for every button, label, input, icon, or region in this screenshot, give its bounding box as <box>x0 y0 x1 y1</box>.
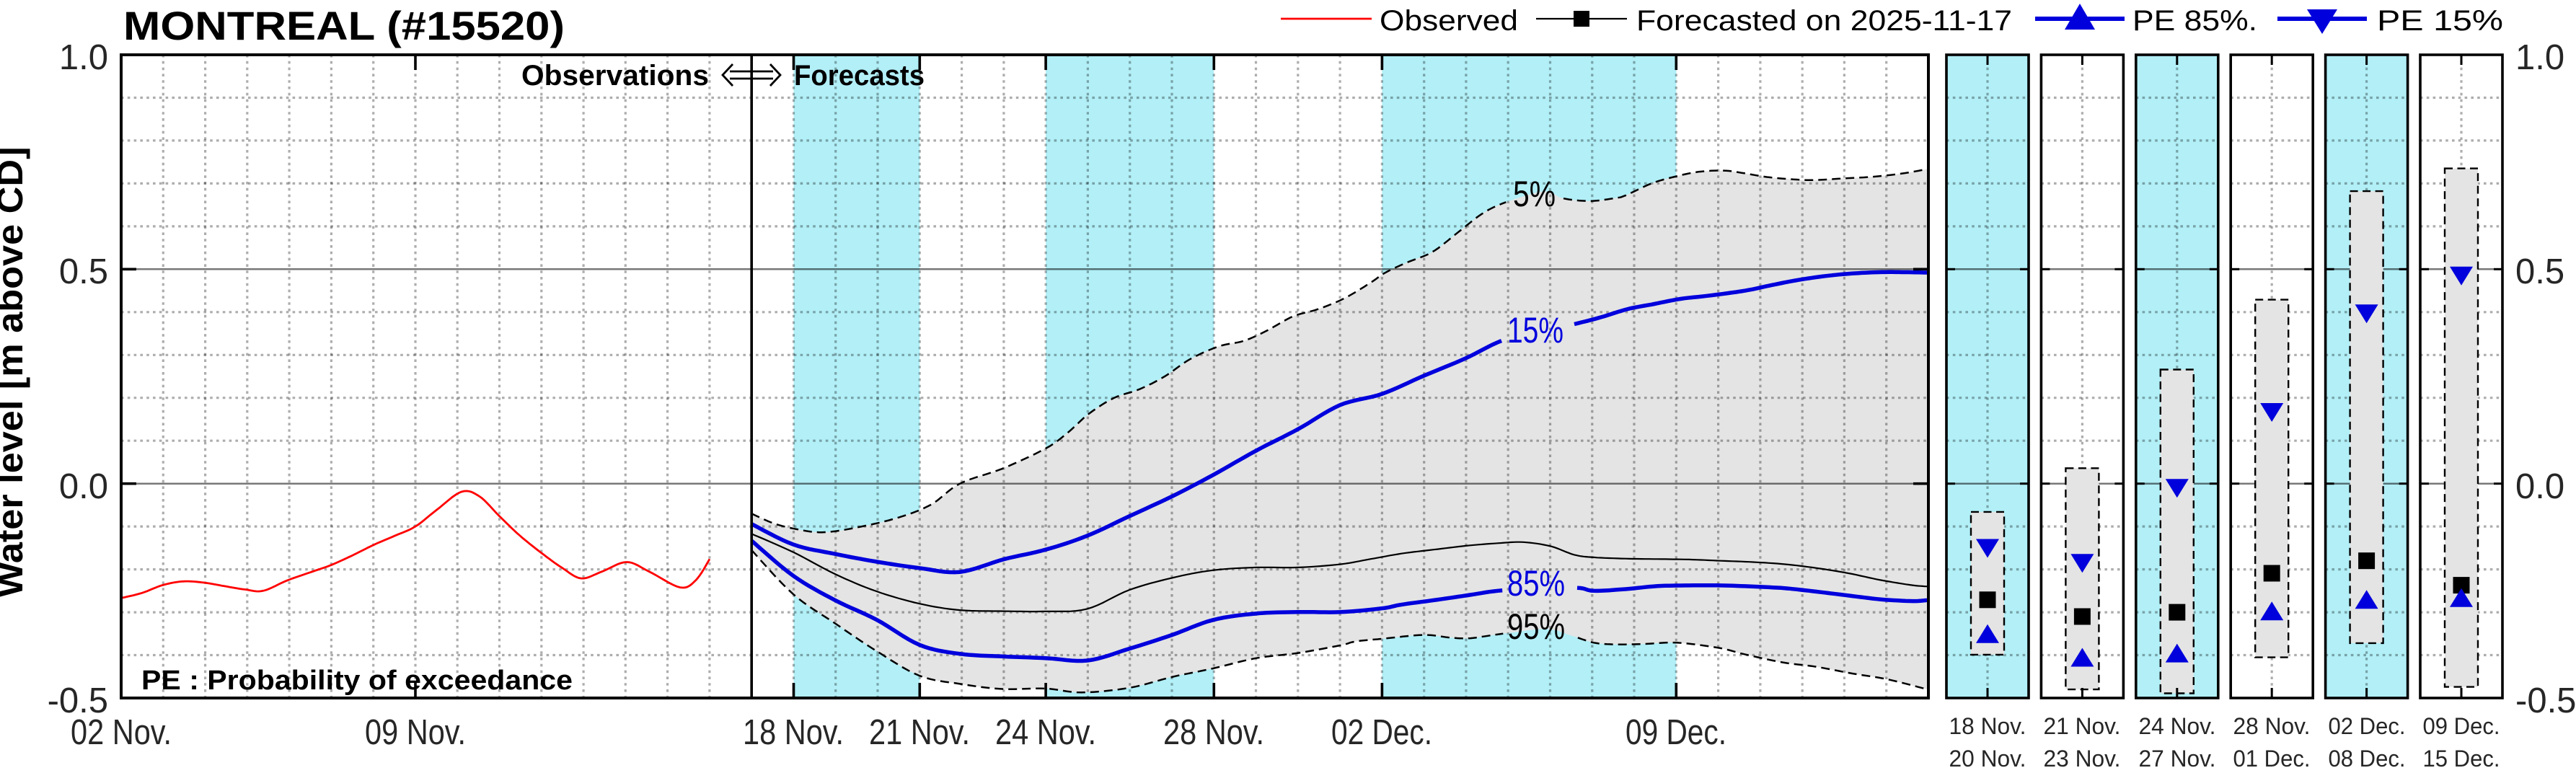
svg-text:09 Dec.: 09 Dec. <box>1626 713 1726 752</box>
svg-text:0.0: 0.0 <box>2515 467 2564 506</box>
svg-text:21 Nov.: 21 Nov. <box>869 713 970 752</box>
svg-text:21 Nov.: 21 Nov. <box>2044 713 2121 739</box>
svg-text:20 Nov.: 20 Nov. <box>1949 746 2026 769</box>
svg-text:PE 85%.: PE 85%. <box>2132 5 2257 37</box>
svg-text:28 Nov.: 28 Nov. <box>2233 713 2311 739</box>
svg-text:02 Dec.: 02 Dec. <box>2329 713 2406 739</box>
svg-text:23 Nov.: 23 Nov. <box>2044 746 2121 769</box>
svg-text:95%: 95% <box>1507 606 1565 647</box>
svg-text:09 Nov.: 09 Nov. <box>365 713 466 752</box>
svg-text:85%: 85% <box>1507 563 1565 604</box>
svg-text:02 Nov.: 02 Nov. <box>71 713 172 752</box>
svg-text:08 Dec.: 08 Dec. <box>2329 746 2406 769</box>
svg-text:15 Dec.: 15 Dec. <box>2423 746 2500 769</box>
svg-text:Observations: Observations <box>521 60 709 92</box>
svg-text:18 Nov.: 18 Nov. <box>1949 713 2026 739</box>
svg-text:24 Nov.: 24 Nov. <box>995 713 1096 752</box>
svg-text:24 Nov.: 24 Nov. <box>2139 713 2216 739</box>
svg-text:5%: 5% <box>1513 174 1556 214</box>
svg-text:01 Dec.: 01 Dec. <box>2233 746 2311 769</box>
svg-text:Forecasted on 2025-11-17: Forecasted on 2025-11-17 <box>1636 5 2012 37</box>
svg-text:18 Nov.: 18 Nov. <box>743 713 844 752</box>
svg-text:1.0: 1.0 <box>59 38 108 77</box>
svg-text:Observed: Observed <box>1380 5 1518 37</box>
svg-text:0.5: 0.5 <box>2515 252 2564 291</box>
svg-text:09 Dec.: 09 Dec. <box>2423 713 2500 739</box>
svg-text:0.0: 0.0 <box>59 467 108 506</box>
svg-text:PE : Probability of exceedance: PE : Probability of exceedance <box>141 666 573 696</box>
svg-text:27 Nov.: 27 Nov. <box>2139 746 2216 769</box>
svg-text:PE 15%: PE 15% <box>2377 5 2503 37</box>
svg-text:Water level [m above CD]: Water level [m above CD] <box>0 147 30 598</box>
svg-text:Forecasts: Forecasts <box>794 60 925 92</box>
svg-text:-0.5: -0.5 <box>48 681 108 720</box>
svg-text:MONTREAL (#15520): MONTREAL (#15520) <box>123 3 565 48</box>
svg-text:-0.5: -0.5 <box>2515 681 2576 720</box>
svg-text:1.0: 1.0 <box>2515 38 2564 77</box>
svg-text:28 Nov.: 28 Nov. <box>1163 713 1264 752</box>
svg-text:15%: 15% <box>1507 310 1563 350</box>
svg-text:02 Dec.: 02 Dec. <box>1331 713 1432 752</box>
svg-text:0.5: 0.5 <box>59 252 108 291</box>
